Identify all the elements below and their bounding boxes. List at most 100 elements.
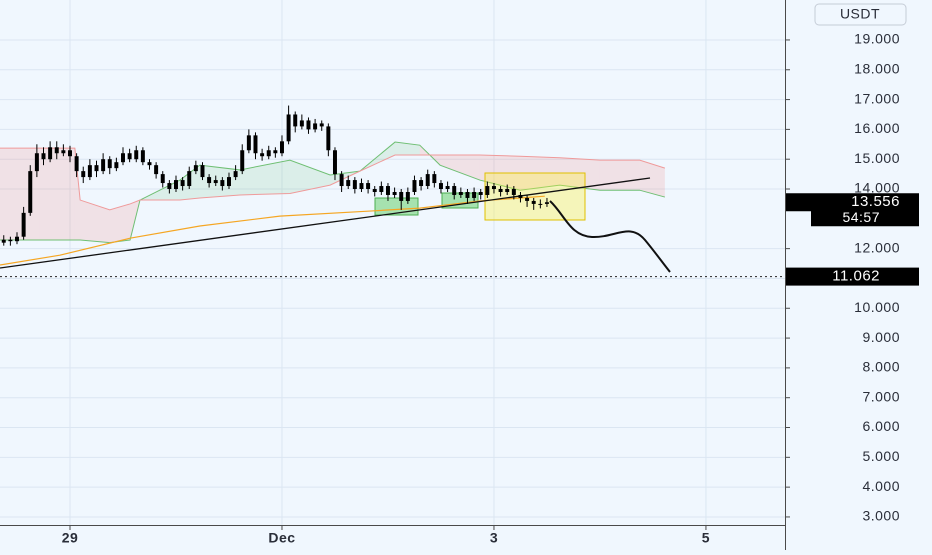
y-tick-label: 8.000 bbox=[862, 359, 900, 375]
cloud-span-a bbox=[0, 141, 666, 244]
y-tick-label: 19.000 bbox=[854, 31, 900, 47]
cloud-fill bbox=[639, 160, 665, 198]
candle-body bbox=[452, 186, 457, 195]
cloud-fill bbox=[0, 148, 40, 240]
candle-body bbox=[68, 150, 72, 157]
y-tick-label: 9.000 bbox=[862, 329, 900, 345]
candle-body bbox=[313, 123, 318, 130]
candle-body bbox=[15, 236, 19, 242]
countdown-box bbox=[811, 210, 919, 227]
trend-line bbox=[0, 177, 651, 269]
candle-body bbox=[220, 180, 225, 187]
candle-body bbox=[167, 183, 172, 190]
candle-body bbox=[498, 189, 503, 192]
candle-body bbox=[438, 183, 443, 190]
candle-body bbox=[147, 162, 152, 166]
candle-body bbox=[154, 165, 159, 175]
candle-body bbox=[114, 162, 119, 169]
candle-body bbox=[74, 156, 79, 172]
candle-body bbox=[485, 186, 490, 195]
candle-body bbox=[226, 177, 231, 187]
candle-body bbox=[399, 191, 404, 201]
candle-body bbox=[319, 123, 324, 127]
x-tick-label: 3 bbox=[490, 530, 498, 546]
cloud-fill bbox=[440, 155, 480, 181]
candle-body bbox=[412, 180, 417, 192]
candle-body bbox=[81, 171, 86, 178]
candle-body bbox=[253, 135, 258, 154]
candle-body bbox=[293, 114, 298, 127]
candle-body bbox=[326, 126, 331, 151]
y-tick-label: 16.000 bbox=[854, 120, 900, 136]
y-tick-label: 15.000 bbox=[854, 150, 900, 166]
candle-body bbox=[299, 120, 304, 127]
last-price-label: 13.556 bbox=[851, 193, 900, 210]
candle-body bbox=[511, 189, 516, 195]
x-tick-label: 5 bbox=[702, 530, 710, 546]
y-tick-label: 14.000 bbox=[854, 180, 900, 196]
candle-body bbox=[538, 203, 543, 205]
cloud bbox=[0, 141, 666, 244]
candle-body bbox=[87, 165, 92, 178]
candle-body bbox=[279, 141, 284, 154]
candle-body bbox=[306, 120, 311, 130]
currency-button[interactable] bbox=[814, 3, 907, 26]
candle-body bbox=[544, 202, 549, 204]
zone-box bbox=[374, 197, 419, 216]
cloud-fill bbox=[80, 200, 110, 243]
candles bbox=[1, 105, 549, 246]
candle-body bbox=[260, 153, 265, 157]
cloud-fill bbox=[599, 160, 640, 191]
candle-body bbox=[180, 180, 185, 187]
candle-body bbox=[385, 186, 390, 195]
candle-body bbox=[233, 171, 238, 178]
y-tick-label: 6.000 bbox=[862, 418, 900, 434]
candle-body bbox=[140, 150, 145, 163]
candle-body bbox=[160, 174, 165, 184]
moving-average bbox=[0, 195, 545, 266]
candle-body bbox=[213, 180, 218, 184]
candle-body bbox=[240, 150, 245, 172]
candle-body bbox=[531, 200, 536, 204]
candle-body bbox=[372, 189, 377, 192]
candle-body bbox=[419, 180, 424, 187]
candle-body bbox=[34, 153, 39, 172]
candle-body bbox=[1, 239, 6, 243]
candle-body bbox=[478, 191, 483, 195]
alert-label-box bbox=[786, 267, 919, 286]
last-price-box bbox=[786, 193, 919, 212]
y-tick-label: 5.000 bbox=[862, 448, 900, 464]
candle-body bbox=[41, 153, 46, 160]
y-tick-label: 7.000 bbox=[862, 388, 900, 404]
ma-line bbox=[0, 195, 545, 266]
candle-body bbox=[127, 153, 132, 160]
candle-body bbox=[94, 165, 99, 172]
candle-body bbox=[425, 174, 430, 187]
candle-body bbox=[174, 180, 178, 190]
alert-label: 11.062 bbox=[832, 268, 880, 285]
candle-body bbox=[8, 239, 13, 242]
x-tick-label: 29 bbox=[62, 530, 79, 546]
candle-body bbox=[445, 186, 450, 190]
candle-body bbox=[518, 194, 523, 198]
y-tick-label: 17.000 bbox=[854, 90, 900, 106]
candle-body bbox=[273, 150, 278, 154]
candle-body bbox=[48, 147, 53, 160]
candle-body bbox=[505, 189, 510, 192]
candle-body bbox=[28, 171, 33, 213]
candle-body bbox=[187, 171, 192, 187]
candle-body bbox=[61, 150, 66, 154]
candle-body bbox=[200, 165, 205, 178]
projection-curve bbox=[549, 200, 671, 273]
cloud-fill bbox=[559, 157, 600, 191]
candle-body bbox=[193, 165, 198, 172]
candle-body bbox=[379, 186, 384, 192]
cloud-fill bbox=[289, 160, 331, 194]
y-tick-label: 18.000 bbox=[854, 60, 900, 76]
y-tick-label: 3.000 bbox=[862, 508, 900, 524]
candle-body bbox=[432, 174, 437, 184]
cloud-fill bbox=[240, 160, 290, 195]
candle-body bbox=[346, 180, 351, 187]
